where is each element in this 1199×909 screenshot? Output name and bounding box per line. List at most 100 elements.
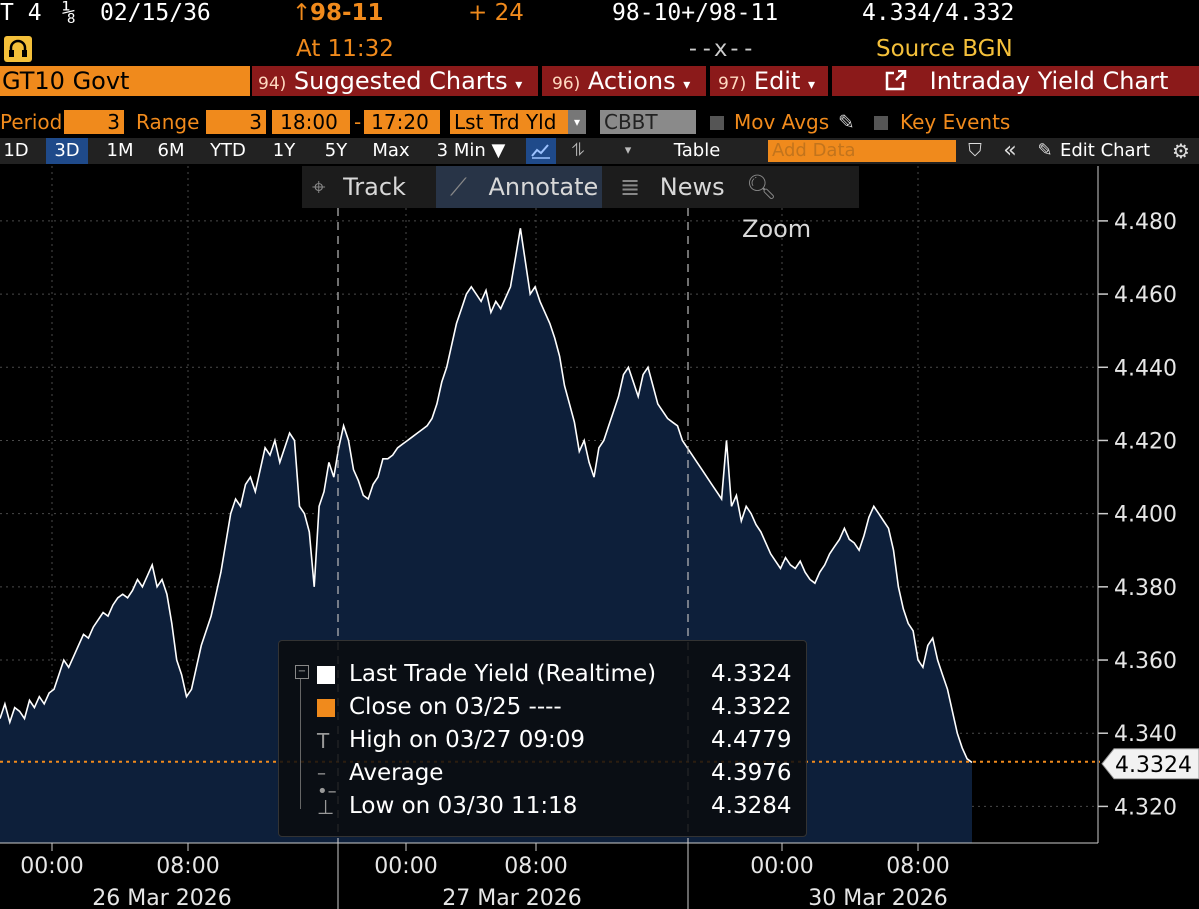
track-label: Track	[343, 173, 406, 201]
range-button-max[interactable]: Max	[372, 140, 410, 161]
period-input[interactable]: 3	[64, 110, 124, 134]
zoom-icon: 🔍︎	[746, 173, 777, 201]
legend-tree-line	[300, 679, 301, 809]
field-select[interactable]: Lst Trd Yld	[450, 110, 568, 134]
range-button-ytd[interactable]: YTD	[210, 140, 246, 161]
swatch-icon	[317, 699, 335, 717]
range-input[interactable]: 3	[206, 110, 266, 134]
last-price: 98-11	[310, 0, 384, 26]
headset-icon[interactable]	[4, 36, 32, 62]
key-events-checkbox[interactable]	[874, 116, 888, 130]
y-tick-label: 4.320	[1114, 795, 1177, 820]
news-tool[interactable]: ≣ News	[606, 166, 730, 208]
last-value-tag	[1101, 748, 1199, 780]
range-button-5y[interactable]: 5Y	[324, 140, 348, 161]
coupon-fraction: ⅛	[62, 0, 76, 26]
popout-icon[interactable]	[884, 69, 908, 91]
legend-row[interactable]: ⊥ Low on 03/30 11:18 4.3284	[279, 790, 806, 822]
swatch-icon	[317, 666, 335, 684]
y-tick-label: 4.420	[1114, 429, 1177, 454]
y-tick-label: 4.400	[1114, 503, 1177, 528]
field-dropdown-icon[interactable]: ▾	[568, 110, 586, 134]
legend-row[interactable]: –•– Average 4.3976	[279, 757, 806, 801]
date-label: 30 Mar 2026	[808, 886, 947, 909]
legend-label: High on 03/27 09:09	[349, 727, 586, 753]
range-button-1y[interactable]: 1Y	[272, 140, 296, 161]
mov-avgs-checkbox[interactable]	[710, 116, 724, 130]
legend-row[interactable]: Close on 03/25 ---- 4.3322	[279, 691, 806, 723]
legend-row[interactable]: T High on 03/27 09:09 4.4779	[279, 724, 806, 756]
y-tick-label: 4.380	[1114, 576, 1177, 601]
y-axis: 4.480 4.460 4.440 4.420 4.400 4.380 4.360 4.340…	[1097, 166, 1199, 843]
start-time-input[interactable]: 18:00	[272, 110, 350, 134]
menu-number: 94)	[258, 74, 287, 94]
up-arrow-icon: ↑	[292, 0, 312, 26]
legend-value: 4.3976	[711, 760, 792, 786]
period-bar: Period 3 Range 3 18:00 - 17:20 Lst Trd Y…	[0, 108, 1199, 136]
settings-gear-icon[interactable]: ⚙	[1172, 139, 1190, 163]
quote-size: --x--	[686, 36, 756, 62]
range-label: Range	[136, 110, 200, 134]
x-tick-label: 00:00	[374, 854, 437, 879]
range-button-1m[interactable]: 1M	[106, 140, 134, 161]
y-tick-label: 4.360	[1114, 649, 1177, 674]
x-tick-label: 08:00	[156, 854, 219, 879]
legend-label: Close on 03/25 ----	[349, 694, 562, 720]
yield-line	[0, 228, 973, 764]
x-tick-label: 08:00	[886, 854, 949, 879]
security-field[interactable]: GT10 Govt	[0, 66, 250, 96]
news-label: News	[659, 173, 725, 201]
interval-select[interactable]: 3 Min ▼	[436, 140, 506, 161]
chart-style-dropdown-icon[interactable]: ▾	[624, 143, 632, 158]
chart-toolbar: ⌖ Track ⟋ Annotate ≣ News 🔍︎ Zoom	[302, 166, 859, 243]
legend-label: Average	[349, 760, 444, 786]
legend-collapse-icon[interactable]: −	[295, 665, 309, 679]
legend-value: 4.3284	[711, 793, 792, 819]
legend-value: 4.3324	[711, 661, 792, 687]
x-tick-label: 00:00	[20, 854, 83, 879]
menu-label: Edit	[753, 67, 801, 95]
legend-value: 4.4779	[711, 727, 792, 753]
mov-avgs-label[interactable]: Mov Avgs	[734, 110, 830, 134]
end-time-input[interactable]: 17:20	[364, 110, 440, 134]
suggested-charts-menu[interactable]: 94) Suggested Charts ▾	[252, 66, 538, 96]
x-axis: 00:00 08:00 00:00 08:00 00:00 08:00 26 Mar 202…	[0, 842, 1098, 909]
filter-icon[interactable]: ⛉	[968, 140, 982, 161]
edit-chart-button[interactable]: Edit Chart	[1060, 140, 1151, 161]
pricing-source-field[interactable]: CBBT	[600, 110, 696, 134]
quote-time: At 11:32	[296, 36, 394, 62]
dropdown-icon: ▾	[683, 77, 691, 93]
x-tick-label: 00:00	[750, 854, 813, 879]
annotate-tool[interactable]: ⟋ Annotate	[436, 166, 602, 208]
edit-pencil-icon[interactable]: ✎	[1037, 140, 1053, 161]
track-tool[interactable]: ⌖ Track	[302, 166, 436, 208]
range-button-3d[interactable]: 3D	[46, 138, 88, 164]
key-events-label[interactable]: Key Events	[900, 110, 1011, 134]
y-tick-label: 4.340	[1114, 722, 1177, 747]
add-data-input[interactable]: Add Data	[768, 140, 956, 162]
edit-menu[interactable]: 97) Edit ▾	[710, 66, 828, 96]
last-value-label: 4.3324	[1115, 753, 1192, 778]
pencil-icon[interactable]: ✎	[838, 110, 855, 134]
bar-style-icon[interactable]: ⥮	[571, 140, 585, 161]
y-tick-label: 4.480	[1114, 210, 1177, 235]
actions-menu[interactable]: 96) Actions ▾	[542, 66, 706, 96]
annotate-pencil-icon: ⟋	[450, 173, 467, 201]
y-tick-label: 4.460	[1114, 283, 1177, 308]
legend-label: Last Trade Yield (Realtime)	[349, 661, 657, 687]
range-button-1d[interactable]: 1D	[3, 140, 29, 161]
date-label: 26 Mar 2026	[92, 886, 231, 909]
legend-value: 4.3322	[711, 694, 792, 720]
bid-ask-yield: 4.334/4.332	[862, 0, 1015, 26]
range-button-6m[interactable]: 6M	[157, 140, 185, 161]
area-chart-icon[interactable]	[526, 138, 556, 164]
dropdown-icon: ▾	[515, 77, 523, 93]
table-button[interactable]: Table	[673, 140, 721, 161]
low-marker-icon: ⊥	[317, 795, 335, 819]
ticker-prefix: T 4	[0, 0, 42, 26]
collapse-icon[interactable]: «	[1003, 138, 1017, 163]
menu-label: Suggested Charts	[293, 67, 508, 95]
legend-row[interactable]: Last Trade Yield (Realtime) 4.3324	[279, 658, 806, 690]
zoom-tool[interactable]: 🔍︎ Zoom	[734, 166, 858, 243]
price-source: Source BGN	[876, 36, 1013, 62]
